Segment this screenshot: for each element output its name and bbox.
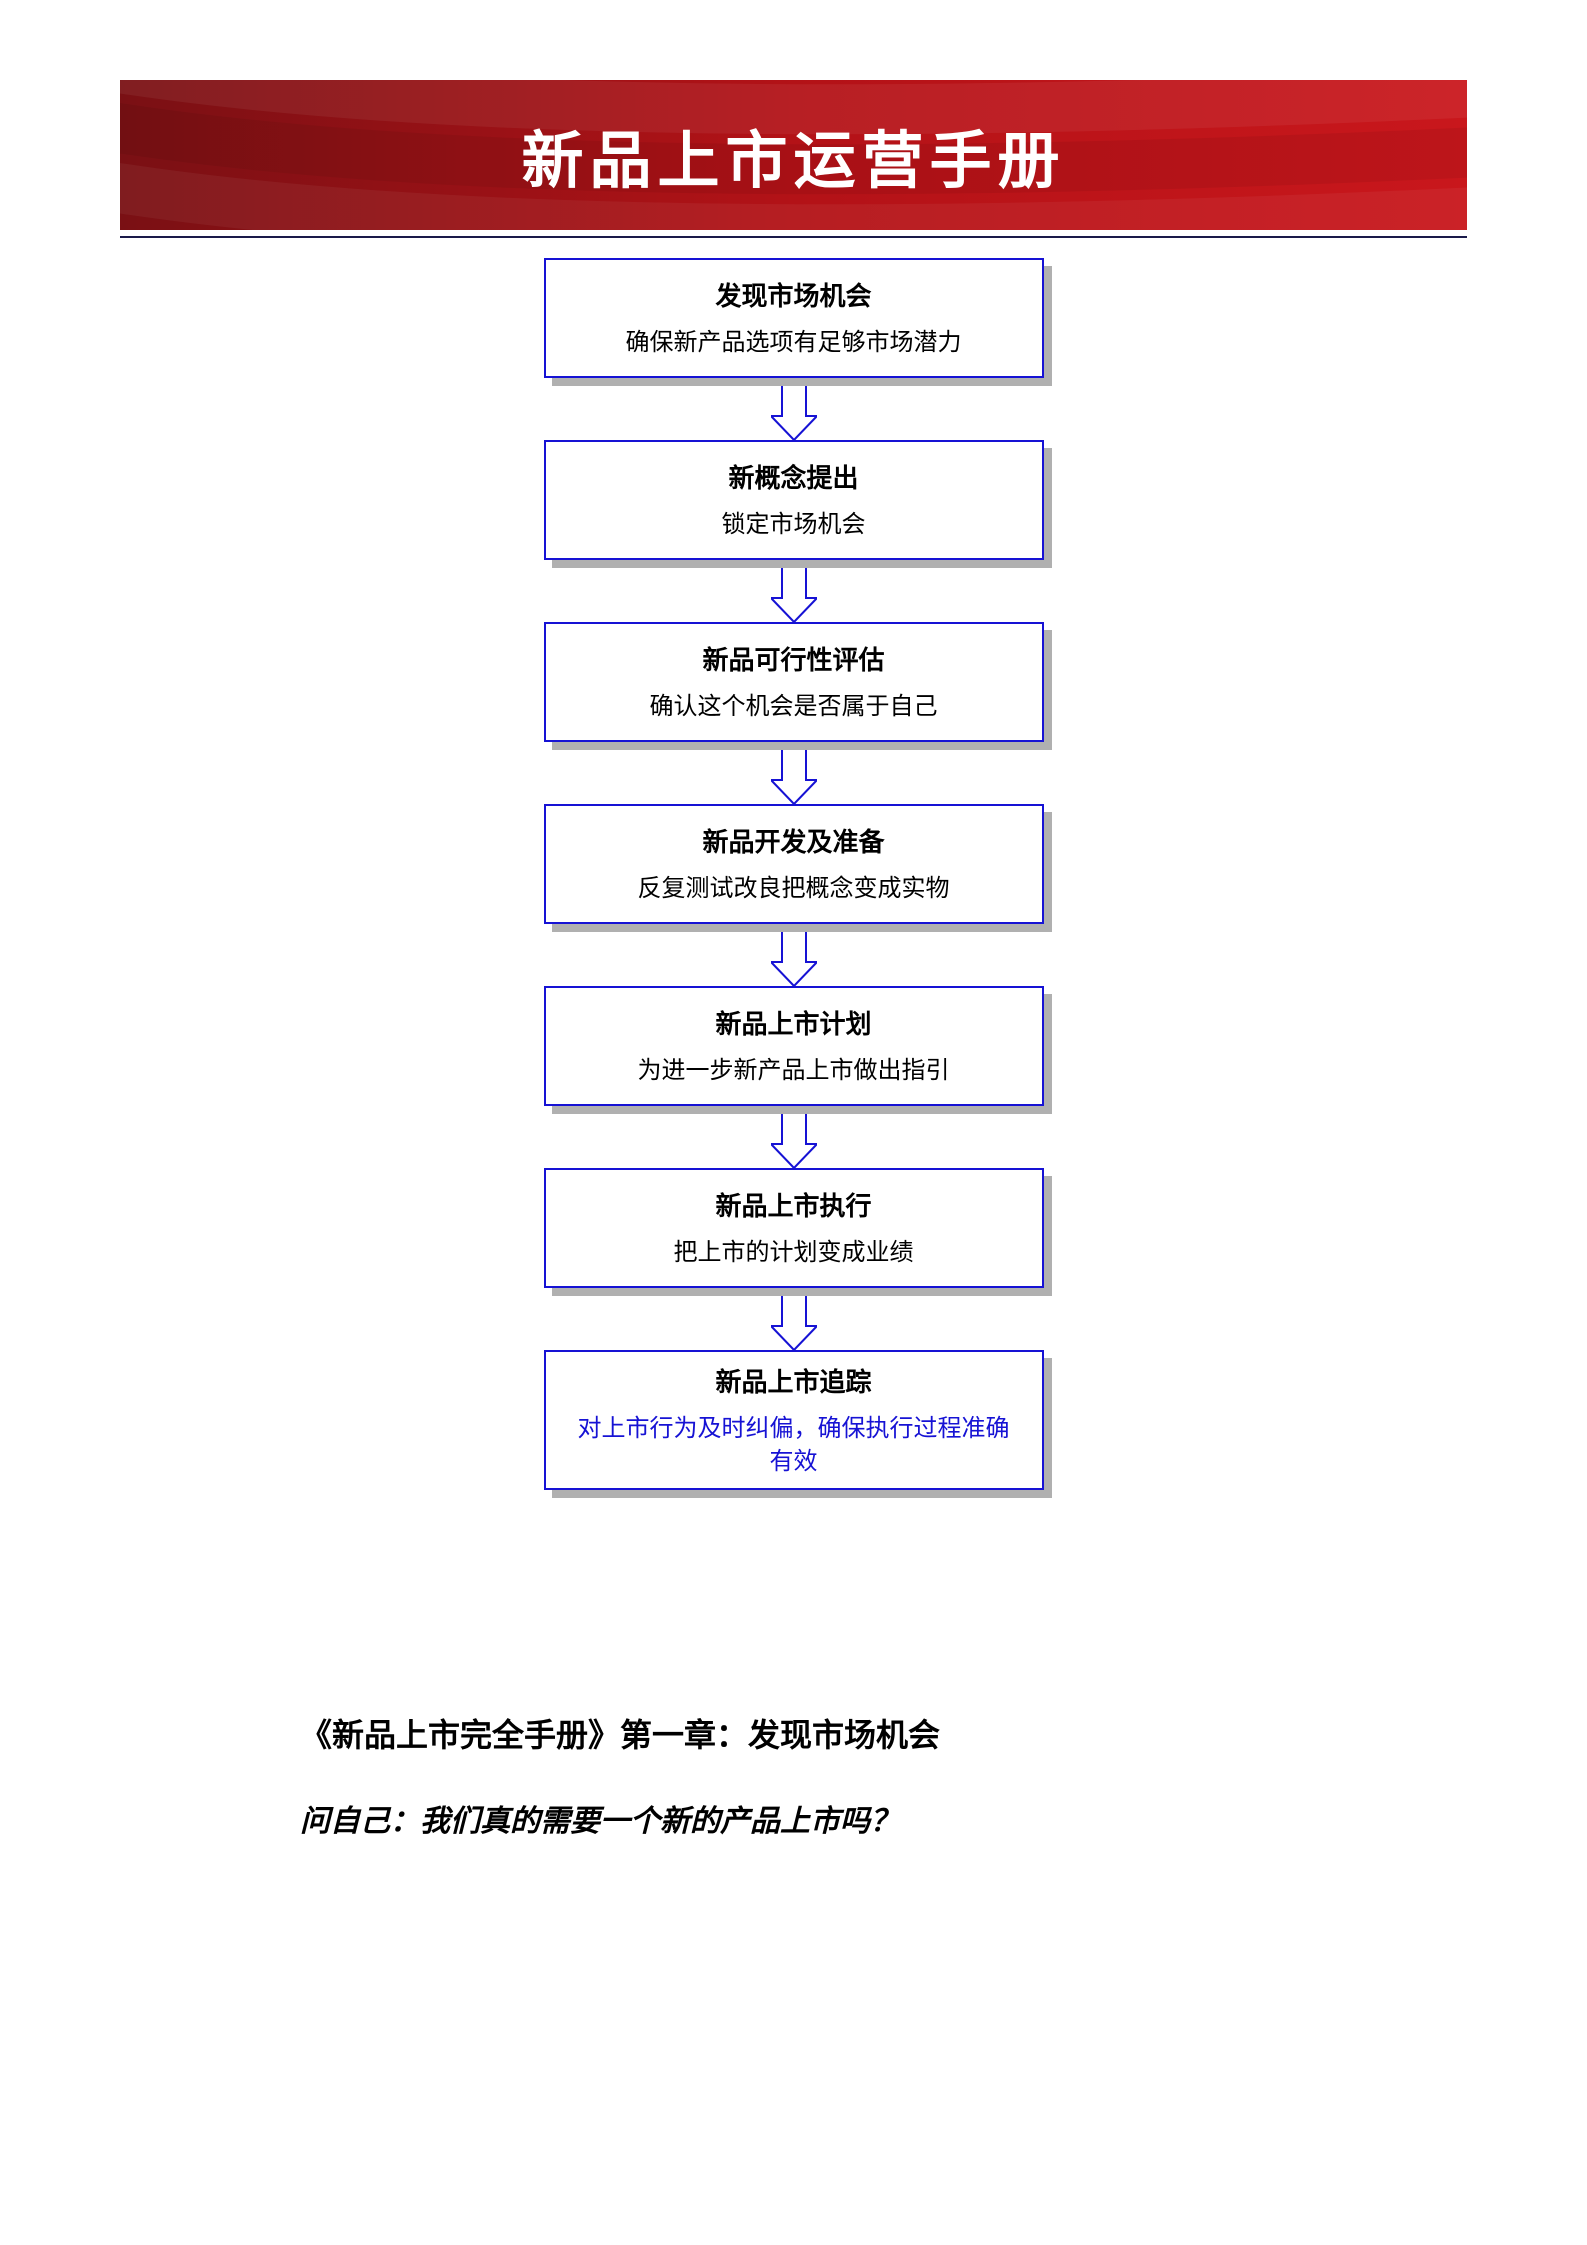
node-title: 新品上市计划 — [715, 1004, 871, 1041]
flow-node: 新品上市执行把上市的计划变成业绩 — [544, 1168, 1044, 1288]
node-desc: 锁定市场机会 — [722, 509, 866, 541]
node-box: 新品可行性评估确认这个机会是否属于自己 — [544, 622, 1044, 742]
node-box: 新概念提出锁定市场机会 — [544, 440, 1044, 560]
node-desc: 反复测试改良把概念变成实物 — [638, 873, 950, 905]
node-box: 新品上市执行把上市的计划变成业绩 — [544, 1168, 1044, 1288]
node-box: 新品上市追踪对上市行为及时纠偏，确保执行过程准确有效 — [544, 1350, 1044, 1490]
node-title: 新品上市执行 — [715, 1186, 871, 1223]
flow-node: 发现市场机会确保新产品选项有足够市场潜力 — [544, 258, 1044, 378]
header-banner: 新品上市运营手册 — [120, 80, 1467, 230]
node-title: 新品上市追踪 — [715, 1362, 871, 1399]
flowchart-container: 发现市场机会确保新产品选项有足够市场潜力新概念提出锁定市场机会新品可行性评估确认… — [120, 258, 1467, 1490]
flow-node: 新概念提出锁定市场机会 — [544, 440, 1044, 560]
node-desc: 确认这个机会是否属于自己 — [650, 691, 938, 723]
node-box: 新品开发及准备反复测试改良把概念变成实物 — [544, 804, 1044, 924]
flow-node: 新品上市追踪对上市行为及时纠偏，确保执行过程准确有效 — [544, 1350, 1044, 1490]
flow-node: 新品可行性评估确认这个机会是否属于自己 — [544, 622, 1044, 742]
chapter-title: 《新品上市完全手册》第一章：发现市场机会 — [300, 1710, 1467, 1756]
node-desc: 把上市的计划变成业绩 — [674, 1237, 914, 1269]
node-title: 新概念提出 — [728, 458, 858, 495]
banner-title: 新品上市运营手册 — [521, 110, 1065, 200]
node-desc: 确保新产品选项有足够市场潜力 — [626, 327, 962, 359]
question-text: 问自己：我们真的需要一个新的产品上市吗？ — [300, 1796, 1467, 1840]
node-desc: 为进一步新产品上市做出指引 — [638, 1055, 950, 1087]
flow-node: 新品开发及准备反复测试改良把概念变成实物 — [544, 804, 1044, 924]
footer-section: 《新品上市完全手册》第一章：发现市场机会 问自己：我们真的需要一个新的产品上市吗… — [300, 1710, 1467, 1840]
node-desc: 对上市行为及时纠偏，确保执行过程准确有效 — [570, 1413, 1018, 1478]
flow-node: 新品上市计划为进一步新产品上市做出指引 — [544, 986, 1044, 1106]
node-box: 发现市场机会确保新产品选项有足够市场潜力 — [544, 258, 1044, 378]
node-title: 发现市场机会 — [715, 276, 871, 313]
node-title: 新品开发及准备 — [702, 822, 884, 859]
node-box: 新品上市计划为进一步新产品上市做出指引 — [544, 986, 1044, 1106]
node-title: 新品可行性评估 — [702, 640, 884, 677]
banner-underline — [120, 236, 1467, 238]
